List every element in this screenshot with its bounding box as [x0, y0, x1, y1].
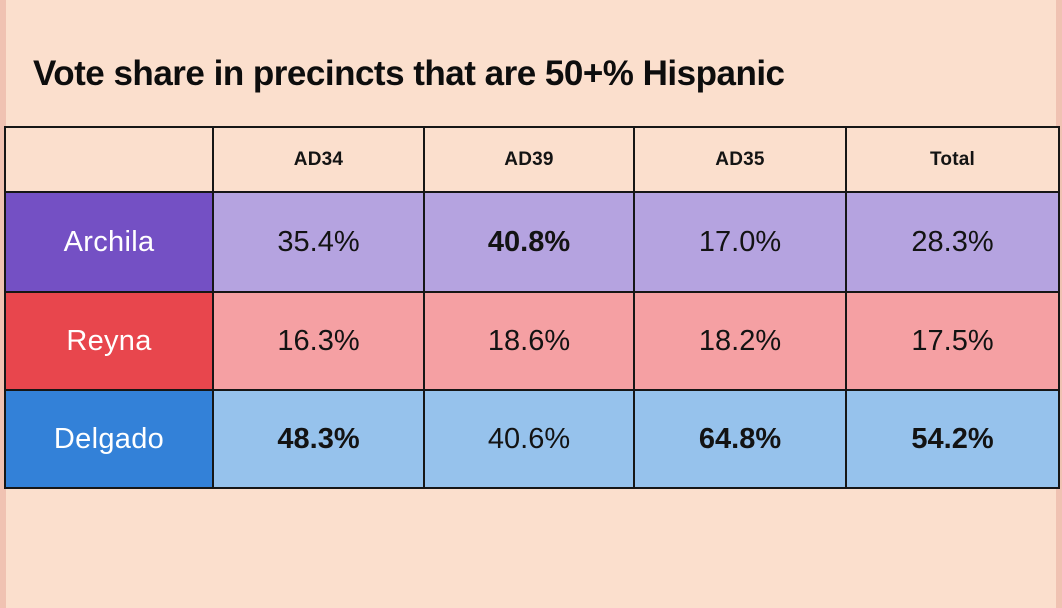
cell-archila-ad34: 35.4% — [212, 191, 425, 293]
column-header-ad35: AD35 — [633, 126, 847, 193]
row-label-delgado: Delgado — [4, 389, 214, 489]
column-header-ad39: AD39 — [423, 126, 635, 193]
vote-share-table: AD34 AD39 AD35 Total Archila 35.4% 40.8%… — [4, 126, 1060, 489]
cell-delgado-ad35: 64.8% — [633, 389, 847, 489]
table-header-row: AD34 AD39 AD35 Total — [4, 126, 1060, 193]
right-edge-strip — [1056, 0, 1062, 608]
table-row-delgado: Delgado 48.3% 40.6% 64.8% 54.2% — [4, 389, 1060, 489]
corner-cell — [4, 126, 214, 193]
cell-reyna-ad39: 18.6% — [423, 291, 635, 391]
row-label-reyna: Reyna — [4, 291, 214, 391]
table-row-reyna: Reyna 16.3% 18.6% 18.2% 17.5% — [4, 291, 1060, 391]
column-header-total: Total — [845, 126, 1060, 193]
cell-reyna-total: 17.5% — [845, 291, 1060, 391]
cell-delgado-total: 54.2% — [845, 389, 1060, 489]
cell-delgado-ad34: 48.3% — [212, 389, 425, 489]
cell-archila-ad39: 40.8% — [423, 191, 635, 293]
column-header-ad34: AD34 — [212, 126, 425, 193]
table-row-archila: Archila 35.4% 40.8% 17.0% 28.3% — [4, 191, 1060, 293]
page-title: Vote share in precincts that are 50+% Hi… — [33, 54, 785, 93]
cell-delgado-ad39: 40.6% — [423, 389, 635, 489]
cell-archila-total: 28.3% — [845, 191, 1060, 293]
left-edge-strip — [0, 0, 6, 608]
cell-reyna-ad35: 18.2% — [633, 291, 847, 391]
cell-reyna-ad34: 16.3% — [212, 291, 425, 391]
row-label-archila: Archila — [4, 191, 214, 293]
cell-archila-ad35: 17.0% — [633, 191, 847, 293]
